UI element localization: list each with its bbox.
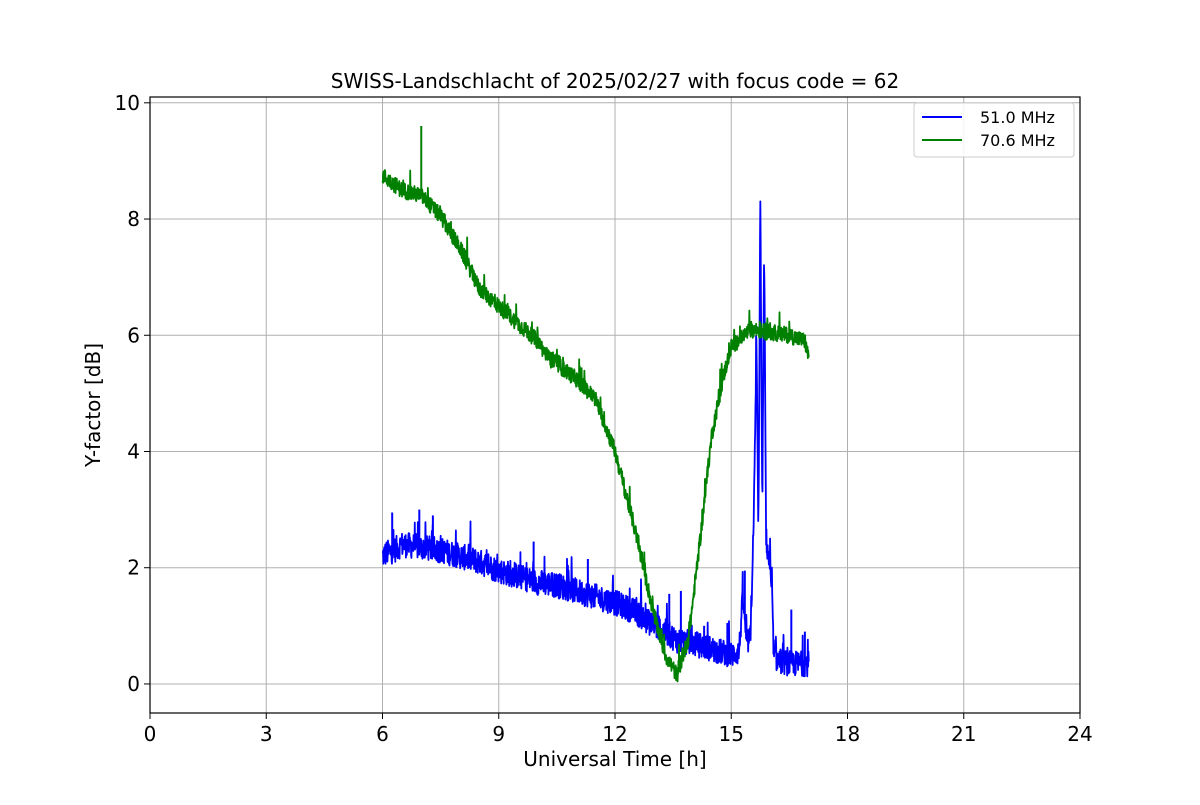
x-tick-label: 18: [835, 722, 860, 746]
x-tick-label: 6: [376, 722, 389, 746]
x-tick-label: 21: [951, 722, 976, 746]
x-tick-label: 9: [492, 722, 505, 746]
series-line-51mhz: [381, 200, 810, 678]
legend-label-70mhz: 70.6 MHz: [980, 131, 1055, 150]
legend: 51.0 MHz 70.6 MHz: [913, 102, 1075, 158]
x-tick-label: 15: [719, 722, 744, 746]
y-tick-label: 2: [127, 556, 140, 580]
x-tick-label: 0: [144, 722, 157, 746]
y-tick-label: 4: [127, 439, 140, 463]
x-tick-label: 3: [260, 722, 273, 746]
legend-label-51mhz: 51.0 MHz: [980, 108, 1055, 127]
x-tick-label: 24: [1067, 722, 1092, 746]
series-line-70mhz: [381, 169, 810, 683]
y-tick-label: 10: [115, 91, 140, 115]
plot-area: [381, 126, 810, 683]
x-tick-label: 12: [602, 722, 627, 746]
y-tick-label: 0: [127, 672, 140, 696]
y-tick-label: 6: [127, 323, 140, 347]
y-axis-label: Y-factor [dB]: [81, 343, 105, 468]
x-axis-label: Universal Time [h]: [523, 747, 706, 771]
chart-title: SWISS-Landschlacht of 2025/02/27 with fo…: [331, 69, 899, 93]
y-tick-label: 8: [127, 207, 140, 231]
